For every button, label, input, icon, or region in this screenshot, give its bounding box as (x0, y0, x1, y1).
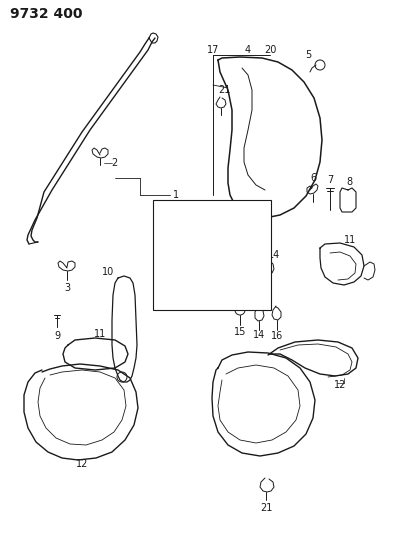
Text: 7: 7 (327, 175, 333, 185)
Text: 21: 21 (260, 503, 272, 513)
Text: 9732 400: 9732 400 (10, 7, 82, 21)
Text: 10: 10 (102, 267, 114, 277)
Text: 4: 4 (245, 45, 251, 55)
Text: 13: 13 (242, 241, 254, 251)
Text: 20: 20 (264, 45, 276, 55)
Text: 12: 12 (76, 459, 88, 469)
Text: 6: 6 (310, 173, 316, 183)
Text: 3: 3 (64, 283, 70, 293)
Text: 8: 8 (346, 177, 352, 187)
Text: 12: 12 (334, 380, 346, 390)
Text: 14: 14 (253, 330, 265, 340)
Text: 11: 11 (344, 235, 356, 245)
Text: 16: 16 (271, 331, 283, 341)
Text: 17: 17 (207, 45, 219, 55)
Text: 18: 18 (168, 277, 180, 287)
Text: 21: 21 (218, 85, 230, 95)
Text: 5: 5 (305, 50, 311, 60)
Text: 14: 14 (268, 250, 280, 260)
Bar (153, 200, 271, 310)
Text: 19: 19 (206, 265, 218, 275)
Text: 9: 9 (54, 331, 60, 341)
Text: 11: 11 (94, 329, 106, 339)
Text: 2: 2 (111, 158, 117, 168)
Text: 15: 15 (234, 327, 246, 337)
Text: 1: 1 (173, 190, 179, 200)
